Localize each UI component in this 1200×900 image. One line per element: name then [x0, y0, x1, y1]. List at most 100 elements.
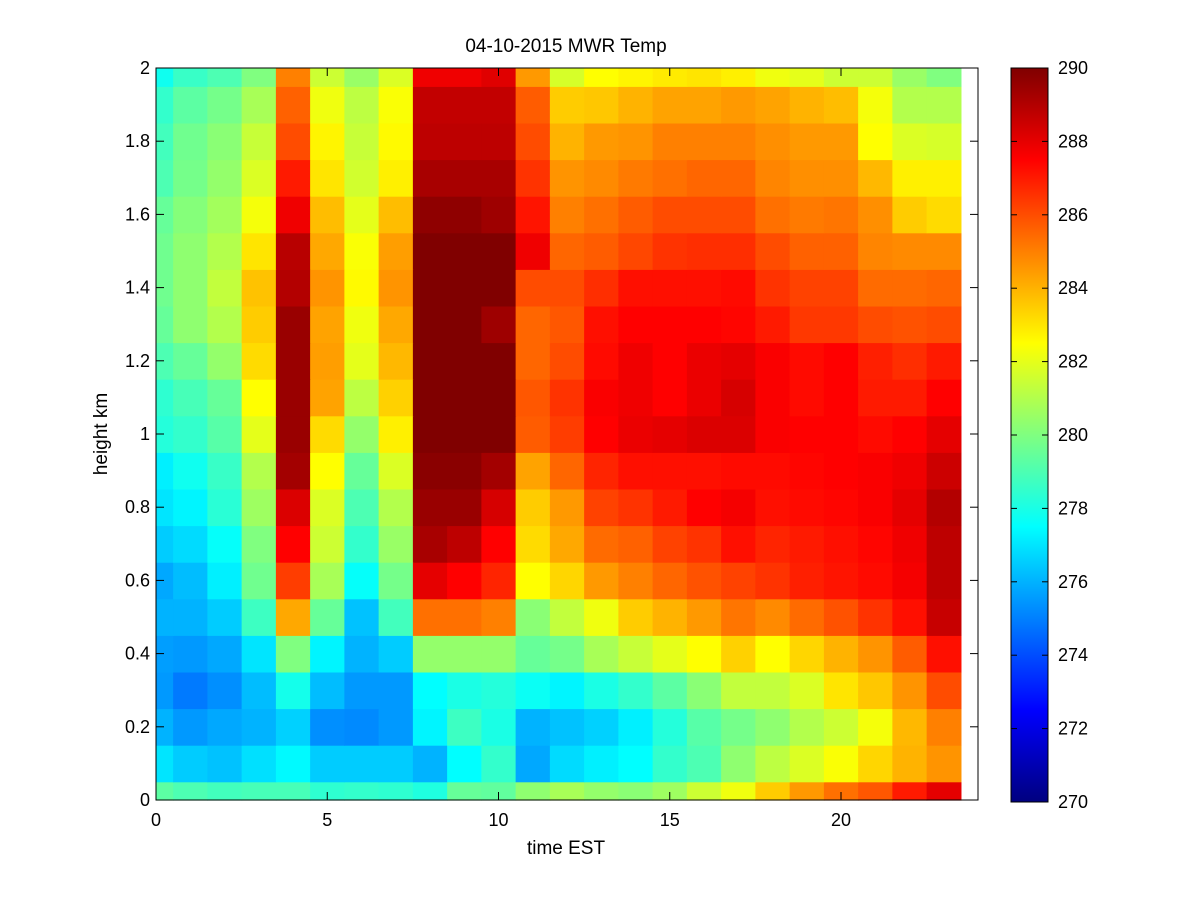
heatmap-cell	[652, 525, 688, 563]
heatmap-cell	[549, 671, 585, 710]
heatmap-cell	[156, 415, 174, 453]
colorbar-axis: 270 272 274 276 278 280 282 284 286 288 290	[1011, 58, 1088, 812]
heatmap-cell	[515, 525, 551, 563]
heatmap-cell	[652, 196, 688, 234]
heatmap-cell	[378, 68, 414, 87]
heatmap-cell	[789, 562, 825, 600]
x-tick-label: 20	[831, 810, 851, 830]
heatmap-cell	[447, 232, 482, 270]
heatmap-cell	[207, 305, 243, 344]
heatmap-cell	[549, 305, 585, 344]
heatmap-cell	[378, 86, 414, 124]
heatmap-cell	[549, 598, 585, 636]
heatmap-cell	[926, 452, 962, 490]
heatmap-cell	[755, 122, 791, 161]
y-axis-label: height km	[91, 393, 112, 475]
heatmap-cell	[789, 342, 825, 380]
heatmap-cell	[378, 342, 414, 380]
heatmap-cell	[447, 86, 482, 124]
heatmap-cell	[481, 415, 517, 453]
x-tick-label: 10	[488, 810, 508, 830]
heatmap-cell	[686, 159, 722, 197]
heatmap-cell	[173, 525, 208, 563]
heatmap-cell	[173, 232, 208, 270]
heatmap-cell	[721, 525, 756, 563]
heatmap-cell	[652, 562, 688, 600]
heatmap-cell	[412, 68, 448, 87]
heatmap-cell	[156, 452, 174, 490]
heatmap-cell	[549, 562, 585, 600]
heatmap-cell	[173, 781, 208, 801]
heatmap-cell	[173, 635, 208, 673]
heatmap-cell	[652, 635, 688, 673]
heatmap-cell	[447, 415, 482, 453]
heatmap-cell	[686, 196, 722, 234]
heatmap-cell	[173, 159, 208, 197]
heatmap-cell	[686, 708, 722, 746]
heatmap-cell	[378, 598, 414, 636]
heatmap-cell	[412, 122, 448, 161]
heatmap-cell	[412, 745, 448, 783]
heatmap-cell	[618, 745, 654, 783]
heatmap-cell	[789, 415, 825, 453]
heatmap-cell	[156, 342, 174, 380]
heatmap-cell	[584, 598, 619, 636]
y-tick-label: 1.8	[125, 131, 150, 151]
heatmap-cell	[926, 342, 962, 380]
heatmap-cell	[344, 269, 380, 307]
heatmap-cell	[447, 525, 482, 563]
heatmap-cell	[447, 68, 482, 87]
heatmap-cell	[156, 305, 174, 344]
heatmap-cell	[789, 232, 825, 270]
heatmap-cell	[755, 745, 791, 783]
heatmap-cell	[378, 562, 414, 600]
heatmap-cell	[412, 232, 448, 270]
heatmap-cell	[549, 708, 585, 746]
heatmap-cell	[652, 159, 688, 197]
heatmap-cell	[515, 86, 551, 124]
heatmap-cell	[789, 68, 825, 87]
heatmap-cell	[412, 671, 448, 710]
heatmap-cell	[721, 342, 756, 380]
heatmap-cell	[584, 525, 619, 563]
heatmap-cell	[789, 196, 825, 234]
heatmap-cell	[310, 745, 345, 783]
heatmap-cell	[892, 488, 928, 527]
heatmap-cell	[412, 196, 448, 234]
heatmap-cell	[823, 379, 859, 417]
heatmap-cell	[789, 269, 825, 307]
heatmap-cell	[858, 122, 893, 161]
y-tick-label: 0.6	[125, 570, 150, 590]
heatmap-cell	[310, 562, 345, 600]
heatmap-cell	[652, 488, 688, 527]
heatmap-cell	[549, 745, 585, 783]
x-tick-label: 15	[660, 810, 680, 830]
heatmap-cell	[207, 269, 243, 307]
heatmap-cell	[755, 196, 791, 234]
heatmap-cell	[207, 635, 243, 673]
heatmap-cell	[310, 708, 345, 746]
heatmap-cell	[652, 781, 688, 801]
heatmap-cell	[823, 452, 859, 490]
heatmap-cell	[447, 598, 482, 636]
heatmap-cell	[310, 159, 345, 197]
heatmap-cell	[344, 86, 380, 124]
heatmap-cell	[241, 415, 277, 453]
heatmap-cell	[686, 598, 722, 636]
heatmap-cell	[584, 745, 619, 783]
heatmap-cell	[549, 525, 585, 563]
heatmap-cell	[481, 781, 517, 801]
heatmap-cell	[344, 342, 380, 380]
heatmap-cell	[926, 635, 962, 673]
heatmap-cell	[173, 708, 208, 746]
heatmap-cell	[926, 232, 962, 270]
colorbar-tick-label: 272	[1058, 719, 1088, 739]
heatmap-cell	[721, 745, 756, 783]
heatmap-cell	[275, 342, 311, 380]
heatmap-cell	[344, 452, 380, 490]
heatmap-cell	[892, 305, 928, 344]
x-tick-label: 0	[151, 810, 161, 830]
heatmap-cell	[173, 342, 208, 380]
heatmap-cell	[618, 269, 654, 307]
